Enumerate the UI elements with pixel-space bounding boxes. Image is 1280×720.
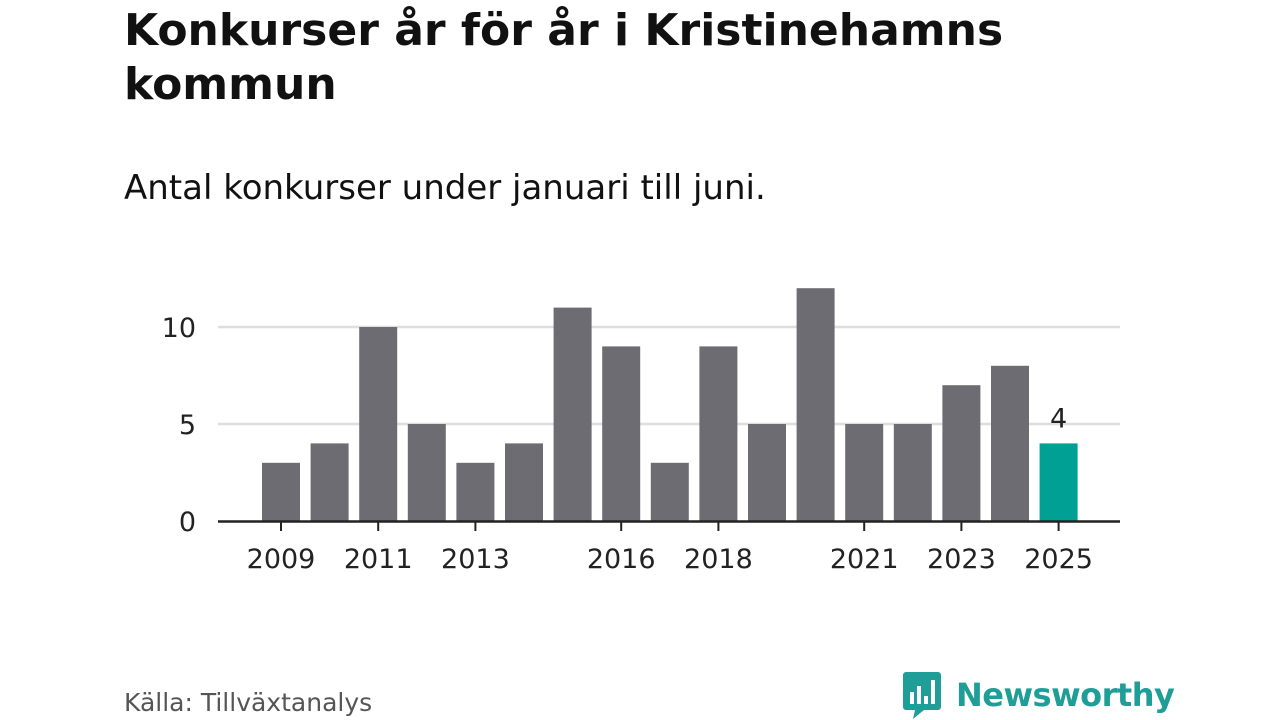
x-tick-label: 2011 — [344, 544, 413, 575]
x-tick-label: 2013 — [441, 544, 510, 575]
x-tick-label: 2016 — [587, 544, 656, 575]
bar-2010 — [310, 443, 349, 521]
newsworthy-logo: Newsworthy — [902, 670, 1175, 720]
bar-2016 — [602, 346, 641, 521]
labels-layer: 0 5 10 2009 2011 2013 2016 2018 2021 2023 2025 4 — [162, 313, 1093, 575]
y-tick-label: 5 — [179, 410, 196, 441]
newsworthy-logo-icon — [903, 672, 941, 719]
x-tick-label: 2023 — [927, 544, 996, 575]
bar-2018 — [699, 346, 738, 521]
x-tick-label: 2018 — [684, 544, 753, 575]
bar-2017 — [650, 462, 689, 521]
bar-2009 — [262, 462, 300, 521]
logo-text: Newsworthy — [956, 676, 1175, 714]
chart-title: Konkurser år för år i Kristinehamns komm… — [124, 5, 1004, 110]
bar-2015 — [553, 307, 592, 521]
source-note: Källa: Tillväxtanalys — [124, 688, 373, 717]
bars-layer — [262, 288, 1078, 521]
bar-2013 — [456, 462, 495, 521]
axis-layer — [218, 520, 1120, 531]
bar-2011 — [359, 327, 398, 521]
bar-2022 — [893, 424, 932, 521]
bar-2021 — [845, 424, 884, 521]
x-tick-label: 2021 — [830, 544, 899, 575]
bar-2014 — [505, 443, 543, 521]
grid-layer — [218, 325, 1120, 426]
x-tick-label: 2025 — [1024, 544, 1093, 575]
y-tick-label: 10 — [162, 313, 196, 344]
bar-2024 — [991, 365, 1029, 521]
data-label-2025: 4 — [1050, 403, 1067, 434]
bar-2023 — [942, 385, 981, 521]
x-tick-label: 2009 — [247, 544, 316, 575]
bar-2025 — [1039, 443, 1078, 521]
bar-2019 — [748, 424, 786, 521]
y-tick-label: 0 — [179, 507, 196, 538]
chart-subtitle: Antal konkurser under januari till juni. — [124, 168, 766, 208]
bar-2012 — [407, 424, 446, 521]
bar-2020 — [796, 288, 835, 521]
